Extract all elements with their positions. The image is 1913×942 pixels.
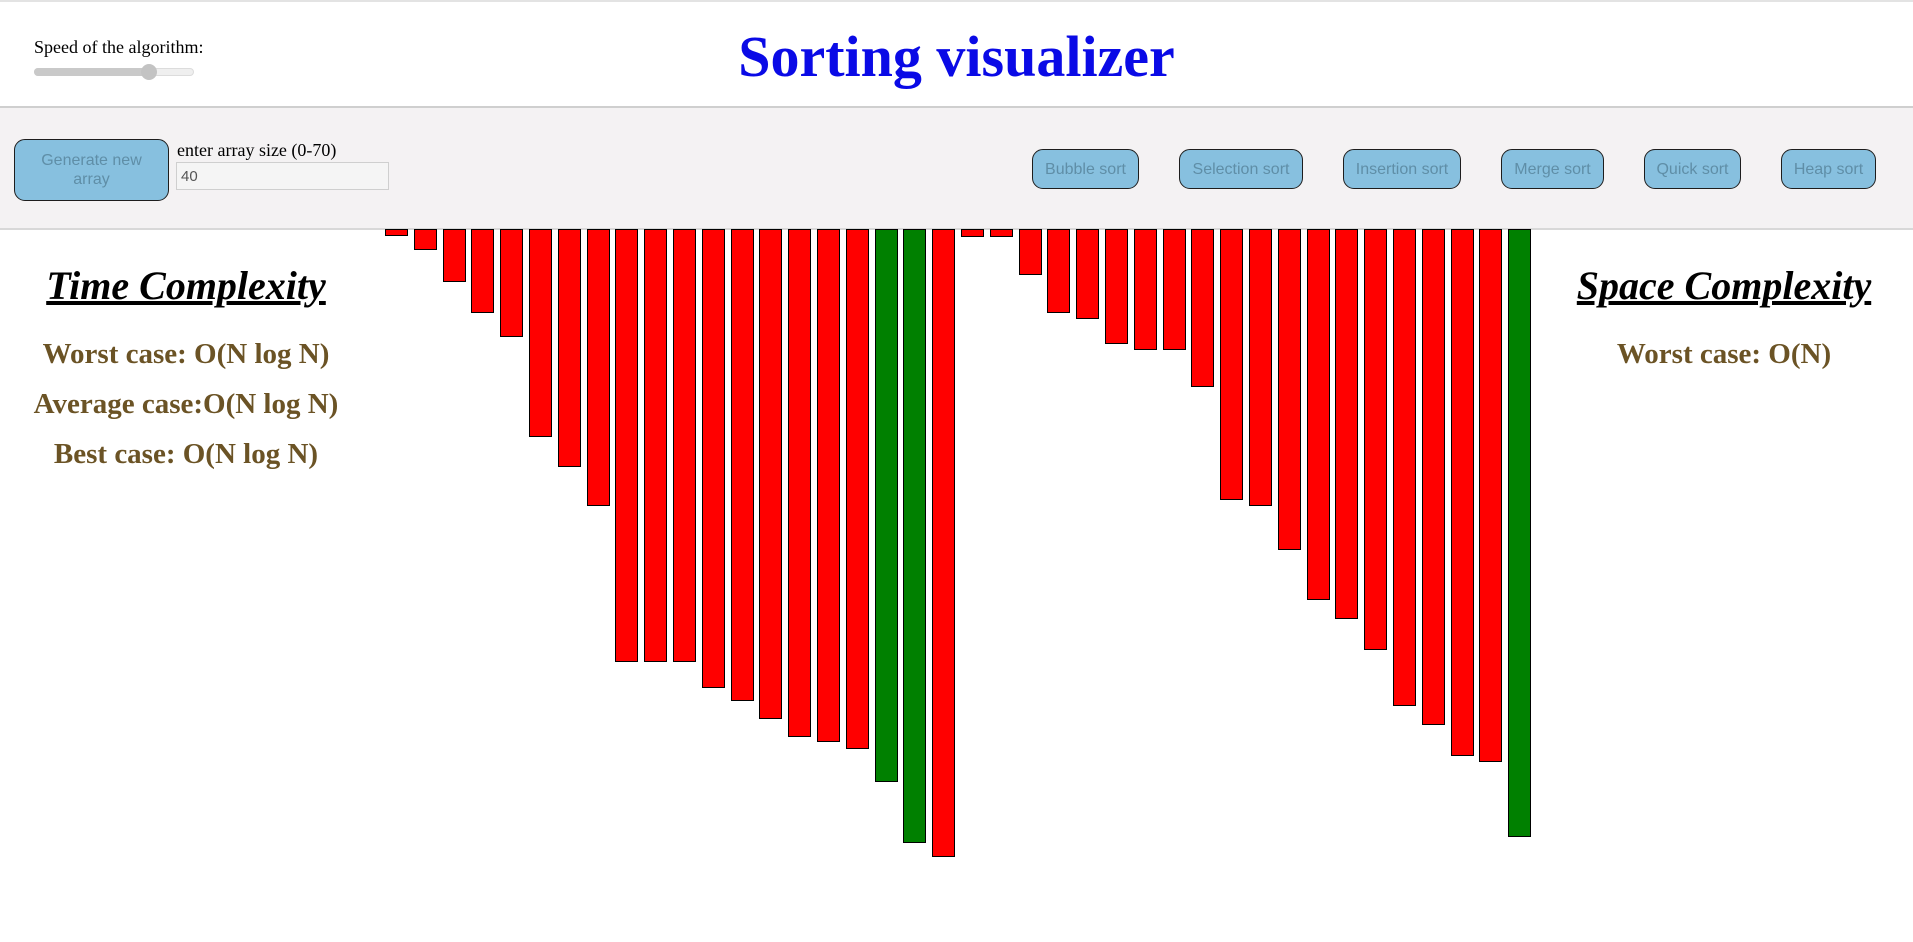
array-bar bbox=[1047, 229, 1071, 313]
generate-array-button[interactable]: Generate new array bbox=[14, 139, 169, 201]
array-size-input[interactable] bbox=[176, 162, 389, 190]
array-bar bbox=[557, 229, 581, 467]
array-bar bbox=[759, 229, 783, 719]
array-bar bbox=[471, 229, 495, 313]
speed-slider-fill bbox=[34, 68, 150, 76]
array-bar bbox=[442, 229, 466, 282]
array-bar bbox=[730, 229, 754, 701]
array-bar bbox=[615, 229, 639, 662]
header: Speed of the algorithm: Sorting visualiz… bbox=[0, 0, 1913, 108]
array-bar bbox=[673, 229, 696, 662]
array-bar bbox=[1393, 229, 1416, 706]
space-complexity-panel: Space Complexity Worst case: O(N) bbox=[1548, 262, 1900, 386]
array-bar bbox=[817, 229, 840, 742]
array-size-label: enter array size (0-70) bbox=[177, 140, 337, 160]
array-bar bbox=[701, 229, 725, 688]
array-bars bbox=[0, 229, 1913, 929]
array-bar bbox=[932, 229, 956, 857]
array-bar bbox=[1191, 229, 1215, 387]
array-bar bbox=[1335, 229, 1359, 619]
time-average-case: Average case:O(N log N) bbox=[33, 388, 339, 420]
bubble-sort-button[interactable]: Bubble sort bbox=[1032, 149, 1139, 189]
array-bar bbox=[1421, 229, 1445, 725]
selection-sort-button[interactable]: Selection sort bbox=[1179, 149, 1303, 189]
array-bar bbox=[1450, 229, 1474, 756]
speed-slider-thumb[interactable] bbox=[141, 64, 158, 80]
array-bar bbox=[1220, 229, 1244, 500]
merge-sort-button[interactable]: Merge sort bbox=[1501, 149, 1604, 189]
array-bar bbox=[788, 229, 812, 737]
array-bar bbox=[1306, 229, 1330, 600]
heap-sort-button[interactable]: Heap sort bbox=[1781, 149, 1876, 189]
speed-slider[interactable] bbox=[34, 64, 194, 80]
quick-sort-button[interactable]: Quick sort bbox=[1644, 149, 1741, 189]
array-bar bbox=[1105, 229, 1128, 344]
array-bar bbox=[413, 229, 437, 250]
array-bar bbox=[1133, 229, 1157, 350]
array-bar bbox=[845, 229, 869, 749]
insertion-sort-button[interactable]: Insertion sort bbox=[1343, 149, 1461, 189]
array-bar bbox=[500, 229, 524, 337]
array-bar bbox=[1076, 229, 1100, 319]
time-worst-case: Worst case: O(N log N) bbox=[42, 338, 330, 370]
array-bar bbox=[644, 229, 668, 662]
array-bar bbox=[961, 229, 984, 237]
toolbar: Generate new array enter array size (0-7… bbox=[0, 108, 1913, 230]
array-bar bbox=[1277, 229, 1301, 550]
array-bar bbox=[529, 229, 552, 437]
array-bar bbox=[874, 229, 898, 782]
array-bar bbox=[586, 229, 610, 506]
array-bar bbox=[989, 229, 1013, 237]
space-worst-case: Worst case: O(N) bbox=[1616, 338, 1832, 370]
speed-label: Speed of the algorithm: bbox=[34, 37, 204, 57]
time-complexity-heading: Time Complexity bbox=[46, 263, 326, 308]
speed-control: Speed of the algorithm: bbox=[34, 37, 204, 80]
array-bar bbox=[1018, 229, 1042, 275]
array-bar bbox=[1364, 229, 1388, 650]
array-bar bbox=[385, 229, 408, 236]
array-bar bbox=[1162, 229, 1186, 350]
array-bar bbox=[1249, 229, 1272, 506]
page-title: Sorting visualizer bbox=[738, 24, 1175, 89]
array-bar bbox=[903, 229, 927, 843]
array-bar bbox=[1479, 229, 1503, 762]
time-best-case: Best case: O(N log N) bbox=[53, 438, 319, 470]
space-complexity-heading: Space Complexity bbox=[1576, 263, 1872, 308]
array-bar bbox=[1508, 229, 1532, 837]
time-complexity-panel: Time Complexity Worst case: O(N log N) A… bbox=[6, 262, 366, 486]
